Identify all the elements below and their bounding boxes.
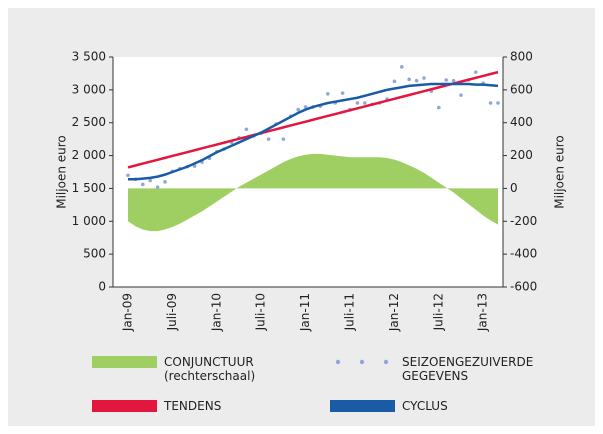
series-line xyxy=(127,70,499,169)
series-line xyxy=(128,82,499,181)
data-dot xyxy=(340,91,345,95)
x-tick-label: Juli-11 xyxy=(343,293,357,331)
data-dot xyxy=(296,107,301,112)
data-dot xyxy=(474,70,478,74)
y-tick-label: 1 000 xyxy=(72,214,106,228)
legend-label: SEIZOENGEZUIVERDE GEGEVENS xyxy=(402,355,534,383)
y-tick-label: 0 xyxy=(98,280,106,294)
conjunctuur-area xyxy=(128,153,498,232)
y2-tick-label: -600 xyxy=(510,280,537,294)
data-dot xyxy=(363,101,367,105)
data-dot xyxy=(488,101,493,105)
data-dot xyxy=(496,101,500,105)
y-tick-label: 3 000 xyxy=(72,82,106,96)
x-tick-label: Juli-12 xyxy=(431,293,445,331)
data-dot xyxy=(148,178,152,183)
data-dot xyxy=(414,78,419,83)
y2-tick-label: 800 xyxy=(510,50,533,64)
y2-tick-label: 200 xyxy=(510,148,533,162)
data-dot xyxy=(244,127,249,132)
legend-dot xyxy=(335,359,341,365)
data-dot xyxy=(163,180,167,184)
y2-tick-label: 600 xyxy=(510,82,533,96)
x-tick-label: Juli-09 xyxy=(165,293,179,331)
data-dot xyxy=(392,79,397,84)
x-tick-label: Jan-13 xyxy=(476,293,490,332)
data-dot xyxy=(444,78,449,82)
x-tick-label: Jan-10 xyxy=(209,293,223,332)
data-dot xyxy=(451,78,456,83)
data-dot xyxy=(459,93,463,97)
y2-tick-label: 400 xyxy=(510,115,533,129)
legend-swatch xyxy=(92,400,157,412)
y-tick-label: 2 000 xyxy=(72,148,106,162)
x-tick-label: Jan-11 xyxy=(298,293,312,332)
legend-label: CYCLUS xyxy=(402,399,448,413)
legend-label: CONJUNCTUUR (rechterschaal) xyxy=(164,355,256,383)
y-tick-label: 500 xyxy=(83,247,106,261)
legend-label: TENDENS xyxy=(164,399,222,413)
data-dot xyxy=(126,173,130,178)
data-dot xyxy=(400,65,404,69)
legend-dot xyxy=(359,359,365,365)
data-dot xyxy=(155,185,160,189)
y2-tick-label: -400 xyxy=(510,247,537,261)
y2-tick-label: 0 xyxy=(510,181,518,195)
data-dot xyxy=(422,76,426,80)
y-axis-label: Miljoen euro xyxy=(55,135,69,209)
y-tick-label: 1 500 xyxy=(72,181,106,195)
data-dot xyxy=(303,105,308,109)
y2-axis-label: Miljoen euro xyxy=(553,135,567,209)
legend-swatch xyxy=(92,356,157,368)
x-tick-label: Jan-12 xyxy=(387,293,401,332)
y2-tick-label: -200 xyxy=(510,214,537,228)
data-dot xyxy=(141,182,145,187)
x-tick-label: Juli-10 xyxy=(254,293,268,331)
data-dot xyxy=(281,137,286,141)
data-dot xyxy=(407,77,412,82)
data-dot xyxy=(355,101,360,105)
y-tick-label: 3 500 xyxy=(72,50,106,64)
data-dot xyxy=(326,92,330,96)
data-dot xyxy=(437,105,441,110)
y-tick-label: 2 500 xyxy=(72,115,106,129)
x-tick-label: Jan-09 xyxy=(121,293,135,332)
legend-swatch xyxy=(330,400,395,412)
data-dot xyxy=(266,137,271,141)
legend-dot xyxy=(383,359,389,365)
